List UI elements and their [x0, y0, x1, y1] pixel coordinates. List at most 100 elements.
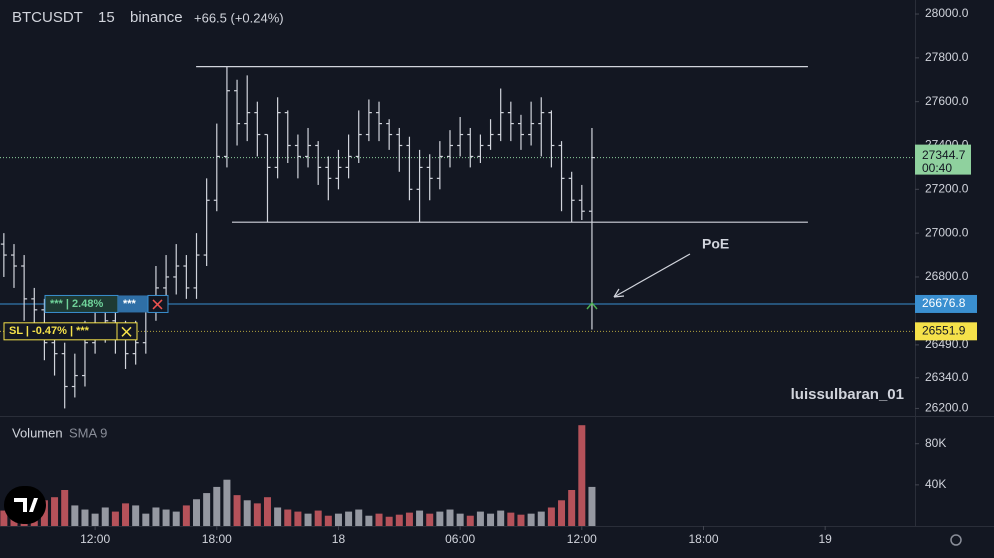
y-tick-label: 26800.0: [925, 269, 969, 283]
annotation-arrow: [613, 253, 691, 298]
volume-bar: [385, 516, 393, 526]
volume-bar: [405, 512, 413, 526]
volume-bar: [223, 479, 231, 526]
x-tick-label: 12:00: [80, 532, 110, 546]
volume-bar: [40, 500, 48, 526]
volume-bar: [365, 515, 373, 526]
change: +66.5 (+0.24%): [194, 10, 284, 25]
entry-tag-box: [118, 295, 148, 313]
entry-order: *** | 2.48% ***: [44, 294, 169, 313]
volume-indicator: SMA 9: [69, 425, 107, 440]
volume-bar: [111, 511, 119, 526]
volume-bar: [527, 513, 535, 526]
volume-bar: [345, 511, 353, 526]
volume-bar: [497, 510, 505, 526]
volume-bar: [263, 497, 271, 526]
countdown-label: 00:40: [922, 161, 952, 175]
settings-icon[interactable]: [950, 534, 962, 546]
stop-price-label: 26551.9: [922, 323, 966, 337]
volume-bar: [568, 490, 576, 526]
logo: [4, 486, 46, 524]
volume-bar: [426, 513, 434, 526]
entry-label: *** | 2.48%: [50, 298, 103, 310]
y-tick-label: 27000.0: [925, 225, 969, 239]
stop-label: SL | -0.47% | ***: [9, 325, 90, 337]
volume-bar: [294, 511, 302, 526]
volume-bar: [182, 505, 190, 526]
y-tick-label: 26490.0: [925, 337, 969, 351]
last-price-badge: [915, 144, 971, 175]
volume-bar: [304, 513, 312, 526]
x-tick-label: 18:00: [202, 532, 232, 546]
x-tick-label: 19: [818, 532, 832, 546]
watermark: luissulbaran_01: [791, 386, 904, 403]
volume-bar: [81, 509, 89, 526]
volume-bar: [203, 493, 211, 526]
volume-bar: [172, 511, 180, 526]
y-tick-label: 28000.0: [925, 6, 969, 20]
plot: 28000.027800.027600.027400.027200.027000…: [0, 6, 977, 546]
volume-title: Volumen: [12, 425, 63, 440]
volume-bar: [253, 503, 261, 526]
volume-bar: [324, 515, 332, 526]
volume-bar: [162, 509, 170, 526]
volume-bar: [355, 509, 363, 526]
volume-bar: [446, 509, 454, 526]
interval: 15: [98, 9, 115, 26]
volume-bar: [213, 486, 221, 526]
annotation: PoE: [702, 236, 729, 252]
entry-tag: ***: [123, 298, 137, 310]
volume-bar: [537, 511, 545, 526]
volume-tick-label: 40K: [925, 477, 946, 491]
volume-bar: [243, 500, 251, 526]
volume-bar: [456, 513, 464, 526]
entry-marker: [586, 301, 598, 310]
volume-bar: [558, 500, 566, 526]
close-icon: [121, 326, 132, 337]
y-tick-label: 27600.0: [925, 94, 969, 108]
volume-bar: [517, 514, 525, 526]
x-tick-label: 18:00: [688, 532, 718, 546]
volume-bar: [487, 513, 495, 526]
y-tick-label: 27200.0: [925, 181, 969, 195]
volume-bar: [142, 513, 150, 526]
volume-bar: [395, 514, 403, 526]
y-tick-label: 26200.0: [925, 401, 969, 415]
stop-order: SL | -0.47% | ***: [3, 322, 138, 341]
volume-bar: [416, 510, 424, 526]
arrow-head: [613, 288, 625, 298]
entry-price-label: 26676.8: [922, 296, 966, 310]
volume-bar: [578, 425, 586, 526]
volume-bar: [233, 495, 241, 526]
y-tick-label: 26340.0: [925, 370, 969, 384]
symbol: BTCUSDT: [12, 9, 83, 26]
volume-bar: [375, 513, 383, 526]
volume-bar: [314, 510, 322, 526]
volume-bar: [0, 510, 8, 526]
volume-bar: [91, 513, 99, 526]
volume-bar: [547, 507, 555, 526]
exchange: binance: [130, 9, 183, 26]
last-price-label: 27344.7: [922, 148, 966, 162]
volume-bar: [122, 503, 130, 526]
volume-bar: [466, 515, 474, 526]
volume-bar: [436, 511, 444, 526]
y-tick-label: 27800.0: [925, 50, 969, 64]
volume-bar: [334, 513, 342, 526]
volume-bar: [193, 499, 201, 526]
x-tick-label: 12:00: [567, 532, 597, 546]
stop-badge: [915, 322, 977, 341]
volume-bar: [507, 512, 515, 526]
entry-badge: [915, 294, 977, 313]
x-tick-label: 18: [332, 532, 346, 546]
volume-bar: [71, 505, 79, 526]
volume-tick-label: 80K: [925, 436, 946, 450]
volume-bar: [588, 486, 596, 526]
close-icon: [152, 299, 163, 310]
volume-bar: [476, 511, 484, 526]
volume-bar: [132, 505, 140, 526]
volume-bar: [51, 497, 59, 526]
x-tick-label: 06:00: [445, 532, 475, 546]
